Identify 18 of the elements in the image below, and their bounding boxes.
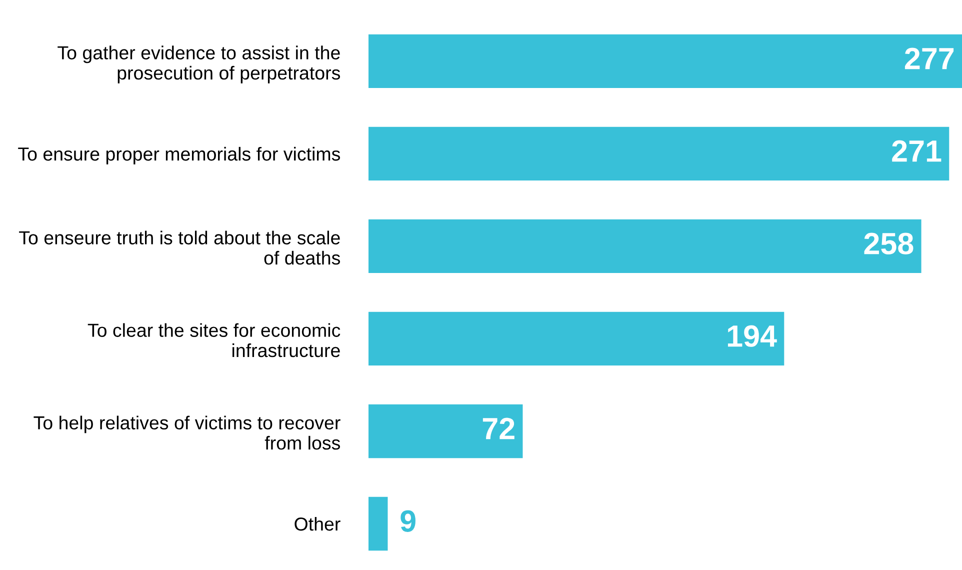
y-tick-label: To clear the sites for economic infrastructure xyxy=(88,323,340,358)
bar xyxy=(368,126,950,181)
y-tick-label: Other xyxy=(294,516,340,531)
y-tick-label: To help relatives of victims to recover from loss xyxy=(34,416,340,450)
bar xyxy=(368,219,922,274)
y-tick-label: To ensure proper memorials for victims xyxy=(18,146,340,164)
bar xyxy=(368,34,962,88)
bar xyxy=(368,312,784,366)
data-label: 258 xyxy=(864,232,914,254)
bar xyxy=(368,404,523,458)
bar xyxy=(368,496,388,551)
data-label: 194 xyxy=(728,325,777,347)
data-label: 72 xyxy=(482,418,514,440)
y-tick-label: To gather evidence to assist in the prosecution of perpetrators xyxy=(58,46,340,84)
data-label: 9 xyxy=(400,510,416,532)
y-tick-label: To enseure truth is told about the scale of deaths xyxy=(19,230,340,265)
data-label: 271 xyxy=(892,140,942,162)
data-label: 277 xyxy=(904,48,954,70)
